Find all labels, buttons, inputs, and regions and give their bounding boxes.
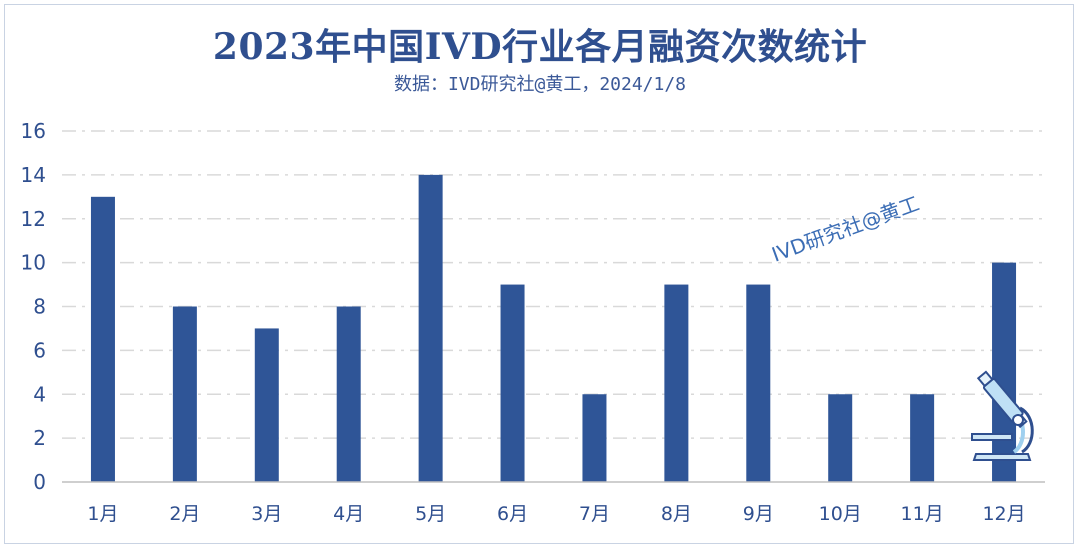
- x-tick-label: 5月: [415, 503, 446, 525]
- y-tick-label: 16: [21, 119, 46, 143]
- y-tick-label: 12: [21, 207, 46, 231]
- x-tick-label: 9月: [743, 503, 774, 525]
- y-tick-label: 14: [21, 163, 46, 187]
- y-tick-label: 8: [33, 295, 46, 319]
- x-tick-label: 7月: [579, 503, 610, 525]
- y-tick-label: 0: [33, 470, 46, 494]
- x-axis-labels: 1月 2月 3月 4月 5月 6月 7月 8月 9月 10月 11月 12月: [87, 503, 1025, 525]
- bar-7: [582, 394, 607, 482]
- bar-11: [910, 394, 935, 482]
- bar-1: [90, 196, 115, 482]
- y-tick-label: 10: [21, 251, 46, 275]
- watermark-text: IVD研究社@黄工: [769, 191, 923, 267]
- y-axis-ticks: 0 2 4 6 8 10 12 14 16: [21, 119, 46, 494]
- x-tick-label: 10月: [819, 503, 862, 525]
- x-tick-label: 11月: [901, 503, 944, 525]
- chart-subtitle: 数据：IVD研究社@黄工，2024/1/8: [393, 74, 687, 95]
- chart-title: 2023年中国IVD行业各月融资次数统计: [212, 26, 868, 68]
- bars: [90, 174, 1017, 482]
- bar-2: [172, 306, 197, 482]
- x-tick-label: 6月: [497, 503, 528, 525]
- bar-9: [746, 284, 771, 482]
- x-tick-label: 12月: [982, 503, 1025, 525]
- y-tick-label: 4: [33, 382, 46, 406]
- x-tick-label: 4月: [333, 503, 364, 525]
- bar-6: [500, 284, 525, 482]
- bar-4: [336, 306, 361, 482]
- bar-12: [992, 262, 1017, 482]
- bar-10: [828, 394, 853, 482]
- bar-8: [664, 284, 689, 482]
- x-tick-label: 1月: [87, 503, 118, 525]
- bar-3: [254, 328, 279, 482]
- x-tick-label: 8月: [661, 503, 692, 525]
- y-tick-label: 2: [33, 426, 46, 450]
- x-tick-label: 2月: [169, 503, 200, 525]
- bar-5: [418, 174, 443, 482]
- microscope-icon: [971, 370, 1034, 461]
- grid-lines: [62, 130, 1045, 439]
- y-tick-label: 6: [33, 338, 46, 362]
- x-tick-label: 3月: [251, 503, 282, 525]
